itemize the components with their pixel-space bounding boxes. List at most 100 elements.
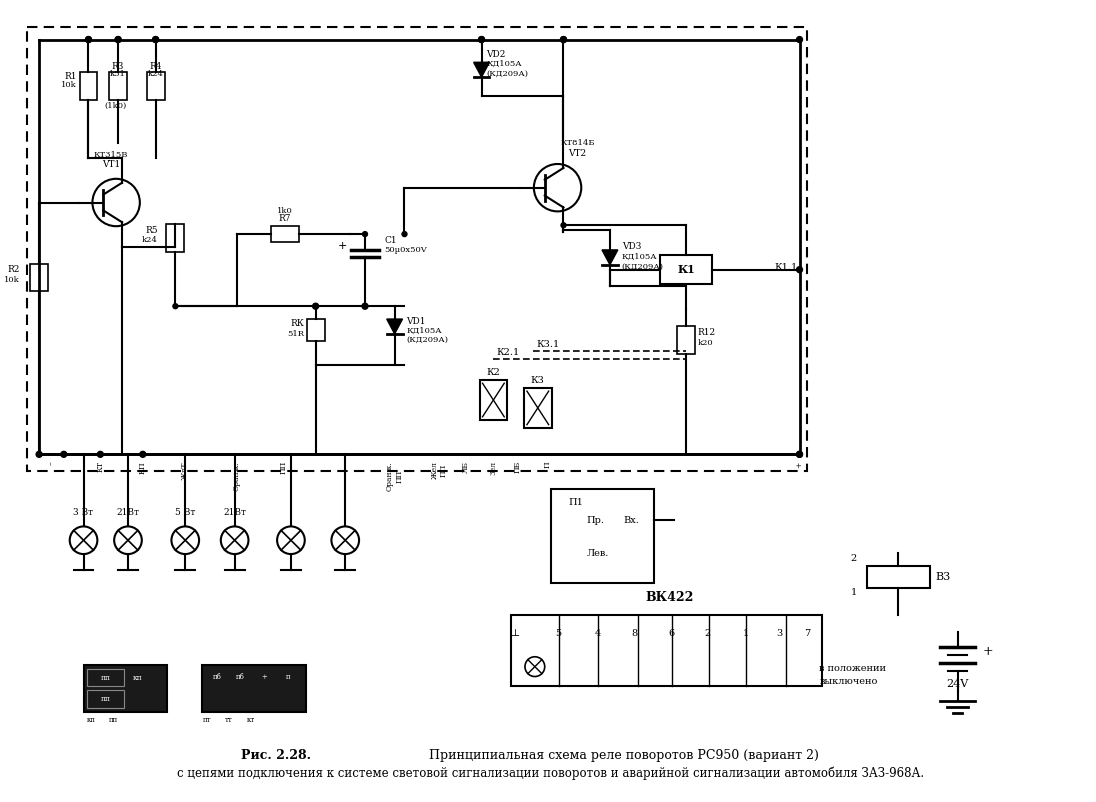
Bar [147,72,164,99]
Text: ЖлТ: ЖлТ [181,461,190,480]
Text: выключено: выключено [820,677,878,686]
Text: 5: 5 [556,629,561,638]
Text: 3 Вт: 3 Вт [73,508,93,517]
Circle shape [115,37,121,43]
Text: (КД209А): (КД209А) [621,263,664,271]
Text: Оранж.
ПП: Оранж. ПП [386,461,403,491]
Text: R12: R12 [698,328,716,338]
Text: кп: кп [133,674,142,682]
Circle shape [561,223,566,228]
Text: 50µ0x50V: 50µ0x50V [385,246,427,254]
Text: 4: 4 [595,629,602,638]
Text: 7: 7 [804,629,811,638]
Text: C1: C1 [385,236,398,245]
Text: (1k0): (1k0) [104,102,126,110]
Circle shape [479,37,484,43]
Text: 24V: 24V [947,679,969,690]
Bar [524,388,551,427]
Text: В3: В3 [936,572,951,581]
Bar [167,225,184,252]
Text: с цепями подключения к системе световой сигнализации поворотов и аварийной сигна: с цепями подключения к системе световой … [178,767,924,780]
Text: 2: 2 [705,629,711,638]
Text: Принципиальная схема реле поворотов РС950 (вариант 2): Принципиальная схема реле поворотов РС95… [425,749,819,762]
Text: 51R: 51R [287,330,304,338]
Bar [202,665,306,712]
Text: Пр.: Пр. [586,516,604,525]
Text: в положении: в положении [820,664,887,673]
Text: –: – [47,461,55,465]
Text: П1: П1 [569,498,583,507]
Circle shape [140,452,146,457]
Text: 21Вт: 21Вт [224,508,247,517]
Circle shape [313,304,318,309]
Text: R2: R2 [7,265,20,274]
Text: R1: R1 [65,71,77,80]
Text: пп: пп [100,674,111,682]
Text: Вх.: Вх. [624,516,640,525]
Text: П: П [544,461,551,468]
Circle shape [115,37,121,43]
Text: VD3: VD3 [621,242,641,252]
Text: RК: RК [290,319,304,329]
Text: 2: 2 [850,553,857,562]
Text: ПП: ПП [279,461,288,475]
Circle shape [797,267,802,273]
Bar [110,72,127,99]
Text: 10k: 10k [3,276,20,284]
Text: КД105А: КД105А [621,253,658,261]
Text: Лев.: Лев. [586,549,609,557]
Text: пб: пб [236,673,246,681]
Circle shape [61,452,67,457]
Text: тт: тт [225,716,232,724]
Circle shape [363,232,367,237]
Circle shape [85,37,91,43]
Circle shape [797,452,802,457]
Bar [88,691,124,708]
Text: Рис. 2.28.: Рис. 2.28. [241,749,311,762]
Circle shape [312,303,319,309]
Text: К2.1: К2.1 [496,348,520,357]
Text: 1k0: 1k0 [277,208,293,216]
Text: КД105А: КД105А [407,327,442,335]
Text: 1: 1 [743,629,750,638]
Bar [867,566,929,588]
Bar [307,319,324,341]
Text: +: + [261,673,267,681]
Bar [31,264,48,291]
Circle shape [152,37,159,43]
Circle shape [362,303,368,309]
Text: +: + [338,241,347,251]
Bar [80,72,98,99]
Text: VT1: VT1 [102,160,121,169]
Text: +: + [982,646,993,658]
Text: КТ315В: КТ315В [94,151,128,159]
Text: кп: кп [87,716,96,724]
Text: К1: К1 [677,264,695,275]
Text: +: + [796,461,803,468]
Text: пп: пп [109,716,117,724]
Text: К1.1: К1.1 [775,263,798,272]
Bar [83,665,168,712]
Text: ПБ: ПБ [514,461,522,473]
Text: Жел
ПП: Жел ПП [431,461,447,479]
Text: 5 Вт: 5 Вт [175,508,195,517]
Text: 8: 8 [631,629,638,638]
Text: Оранж.: Оранж. [232,461,241,491]
Text: R3: R3 [112,62,124,71]
Bar [27,26,808,471]
Text: КП: КП [139,461,147,474]
Circle shape [98,452,103,457]
Text: 21Вт: 21Вт [116,508,139,517]
Text: (КД209А): (КД209А) [407,336,448,344]
Text: VD1: VD1 [407,317,426,326]
Circle shape [560,37,567,43]
Circle shape [560,37,567,43]
Circle shape [173,304,178,309]
Text: 6: 6 [669,629,674,638]
Circle shape [36,452,42,457]
Text: ⊥: ⊥ [511,629,520,638]
Text: К3: К3 [530,376,545,385]
Circle shape [152,37,159,43]
Text: кт: кт [248,716,255,724]
Bar [511,615,822,687]
